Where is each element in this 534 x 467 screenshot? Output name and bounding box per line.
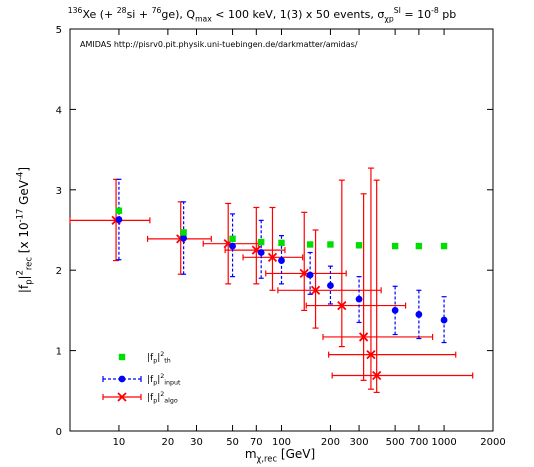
- data-point-input: [415, 311, 423, 318]
- x-tick-label: 50: [226, 437, 239, 448]
- legend-entry-input: |fp|2input: [102, 373, 181, 387]
- legend-label-th: |fp|2th: [147, 351, 171, 365]
- data-point-algo: [267, 252, 278, 262]
- data-point-algo: [310, 285, 321, 295]
- series-algo: [69, 167, 474, 394]
- data-point-th: [306, 241, 314, 248]
- data-point-input: [306, 271, 314, 279]
- x-tick-label: 10: [113, 437, 126, 448]
- legend-marker-th: [118, 353, 126, 361]
- x-tick-label: 30: [190, 437, 203, 448]
- x-tick-label: 700: [409, 437, 428, 448]
- data-point-input: [278, 257, 285, 264]
- data-point-th: [415, 242, 423, 250]
- y-axis: 0 1 2 3 4 5: [56, 25, 493, 438]
- data-point-algo: [366, 349, 376, 360]
- x-tick-label: 70: [250, 437, 263, 448]
- data-point-th: [355, 242, 363, 249]
- data-point-input: [257, 249, 265, 256]
- data-point-input: [327, 282, 334, 289]
- y-axis-label: |fp|2rec [x 10-17 GeV-4]: [15, 167, 34, 293]
- plot-frame: [69, 28, 494, 432]
- legend: |fp|2th |fp|2input |fp|2algo: [102, 351, 181, 405]
- data-point-th: [257, 238, 265, 246]
- legend-label-input: |fp|2input: [147, 373, 181, 387]
- data-point-input: [115, 216, 123, 223]
- x-tick-label: 100: [272, 437, 291, 448]
- series-input: [115, 178, 448, 344]
- data-point-th: [278, 239, 285, 247]
- chart-annotation: AMIDAS http://pisrv0.pit.physik.uni-tueb…: [80, 40, 358, 49]
- y-tick-label: 4: [56, 105, 62, 116]
- data-point-input: [229, 242, 236, 250]
- x-axis: 10 20 30 50 70 100 200 300 500 700 1000 2000: [113, 29, 506, 448]
- x-axis-label: mχ,rec [GeV]: [245, 447, 315, 464]
- data-point-input: [355, 295, 363, 303]
- legend-entry-th: |fp|2th: [118, 351, 171, 365]
- legend-marker-algo: [117, 392, 127, 402]
- x-tick-label: 300: [350, 437, 369, 448]
- data-point-th: [180, 229, 187, 236]
- legend-label-algo: |fp|2algo: [147, 391, 178, 405]
- legend-entry-algo: |fp|2algo: [102, 391, 178, 405]
- y-tick-label: 3: [56, 186, 62, 197]
- series-th: [115, 207, 448, 250]
- chart-title: 136Xe (+ 28si + 76ge), Qmax < 100 keV, 1…: [68, 6, 456, 23]
- data-point-th: [115, 207, 123, 214]
- data-point-th: [440, 242, 448, 250]
- x-tick-label: 20: [162, 437, 175, 448]
- data-point-th: [327, 241, 334, 248]
- data-point-input: [180, 234, 188, 242]
- x-tick-label: 2000: [480, 437, 505, 448]
- y-tick-label: 5: [56, 25, 62, 36]
- x-tick-label: 500: [386, 437, 405, 448]
- data-point-th: [229, 235, 236, 243]
- y-tick-label: 1: [56, 347, 62, 358]
- data-point-input: [440, 316, 448, 324]
- data-point-algo: [372, 370, 382, 381]
- x-tick-label: 200: [321, 437, 340, 448]
- data-point-th: [391, 242, 399, 250]
- legend-marker-input: [118, 375, 126, 383]
- y-tick-label: 0: [56, 427, 62, 438]
- data-point-input: [391, 307, 399, 314]
- y-tick-label: 2: [56, 266, 62, 277]
- data-point-algo: [337, 300, 347, 311]
- x-tick-label: 1000: [431, 437, 456, 448]
- data-point-algo: [358, 332, 369, 342]
- plot-area: [69, 167, 474, 394]
